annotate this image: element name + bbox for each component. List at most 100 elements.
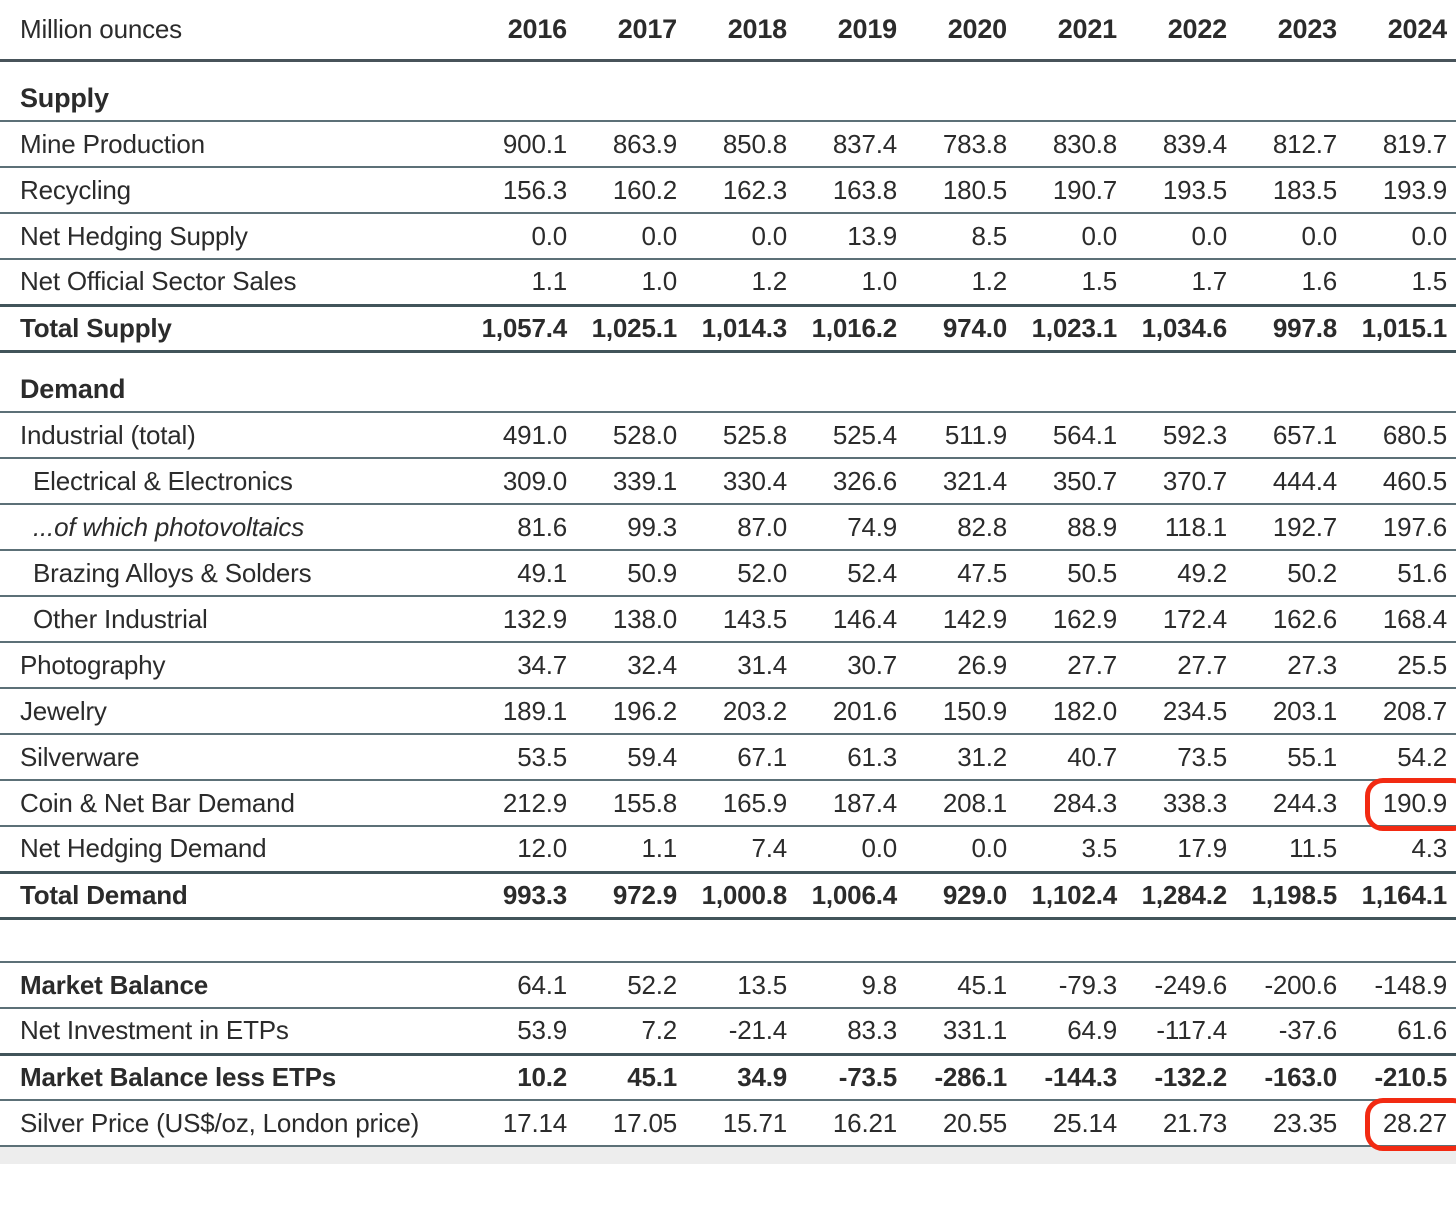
year-value-cell: 1.0 (576, 259, 686, 307)
year-value-cell: 189.1 (466, 688, 576, 735)
cell-value: 160.2 (612, 174, 677, 205)
cell-value: 27.7 (1067, 649, 1117, 680)
year-value-cell: -249.6 (1126, 962, 1236, 1009)
year-value-cell: 819.7 (1346, 121, 1456, 168)
cell-value: 156.3 (502, 174, 567, 205)
year-value-cell: 99.3 (576, 504, 686, 551)
year-value-cell: 900.1 (466, 121, 576, 168)
cell-value: 1,014.3 (701, 312, 788, 343)
year-value-cell: 0.0 (796, 826, 906, 874)
year-value-cell: 1,000.8 (686, 872, 796, 920)
cell-value: 0.0 (1411, 220, 1447, 251)
cell-value: 331.1 (942, 1015, 1007, 1046)
year-value-cell: 118.1 (1126, 504, 1236, 551)
cell-value: 52.0 (737, 557, 787, 588)
year-value-cell: 680.5 (1346, 412, 1456, 459)
cell-value: -21.4 (728, 1015, 787, 1046)
cell-value: 180.5 (942, 174, 1007, 205)
year-value-cell: 16.21 (796, 1100, 906, 1147)
cell-value: 3.5 (1081, 833, 1117, 864)
cell-value: 1,015.1 (1361, 312, 1448, 343)
year-header: 2016 (466, 0, 576, 62)
cell-value: -163.0 (1264, 1061, 1337, 1092)
year-value-cell: 196.2 (576, 688, 686, 735)
cell-value: -37.6 (1278, 1015, 1337, 1046)
year-value-cell: 74.9 (796, 504, 906, 551)
year-value-cell: 15.71 (686, 1100, 796, 1147)
year-value-cell: 525.4 (796, 412, 906, 459)
year-value-cell: 30.7 (796, 642, 906, 689)
year-value-cell: 34.7 (466, 642, 576, 689)
row-label: Photography (0, 642, 466, 689)
year-value-cell: 40.7 (1016, 734, 1126, 781)
cell-value: 1.1 (641, 833, 677, 864)
cell-value: 49.1 (517, 557, 567, 588)
year-value-cell: 212.9 (466, 780, 576, 827)
cell-value: 47.5 (957, 557, 1007, 588)
cell-value: 203.1 (1272, 695, 1337, 726)
year-value-cell: 1,015.1 (1346, 305, 1456, 353)
cell-value: 997.8 (1272, 312, 1337, 343)
cell-value: 50.5 (1067, 557, 1117, 588)
year-value-cell: 47.5 (906, 550, 1016, 597)
cell-value: 87.0 (737, 511, 787, 542)
cell-value: 27.3 (1287, 649, 1337, 680)
year-value-cell: 1,023.1 (1016, 305, 1126, 353)
cell-value: 13.5 (737, 969, 787, 1000)
cell-value: 900.1 (502, 128, 567, 159)
year-value-cell: 26.9 (906, 642, 1016, 689)
table-row: Other Industrial 132.9 138.0 143.5 146.4 142.… (0, 596, 1456, 643)
year-value-cell: 244.3 (1236, 780, 1346, 827)
row-label: Total Demand (0, 872, 466, 920)
year-value-cell: 8.5 (906, 213, 1016, 260)
year-value-cell: 972.9 (576, 872, 686, 920)
cell-value: 511.9 (944, 419, 1007, 450)
year-value-cell: -21.4 (686, 1008, 796, 1056)
cell-value: 0.0 (1191, 220, 1227, 251)
year-value-cell: 163.8 (796, 167, 906, 214)
year-value-cell: 3.5 (1016, 826, 1126, 874)
cell-value: 25.5 (1397, 649, 1447, 680)
cell-value: 1,164.1 (1361, 879, 1448, 910)
year-value-cell: 49.1 (466, 550, 576, 597)
cell-value: 193.5 (1162, 174, 1227, 205)
year-value-cell: 143.5 (686, 596, 796, 643)
year-value-cell: -148.9 (1346, 962, 1456, 1009)
cell-value: 0.0 (531, 220, 567, 251)
cell-value: 326.6 (832, 465, 897, 496)
cell-value: 67.1 (737, 741, 787, 772)
cell-value: 491.0 (502, 419, 567, 450)
cell-value: 162.9 (1052, 603, 1117, 634)
year-value-cell: 525.8 (686, 412, 796, 459)
cell-value: 10.2 (517, 1061, 567, 1092)
year-header: 2017 (576, 0, 686, 62)
year-value-cell: 59.4 (576, 734, 686, 781)
year-value-cell: 50.5 (1016, 550, 1126, 597)
cell-value: 1.6 (1301, 266, 1337, 297)
year-value-cell: 146.4 (796, 596, 906, 643)
table-row: Net Investment in ETPs 53.9 7.2 -21.4 83.3 33… (0, 1008, 1456, 1056)
cell-value: 74.9 (847, 511, 897, 542)
cell-value: 142.9 (942, 603, 1007, 634)
cell-value: -117.4 (1156, 1015, 1227, 1046)
year-value-cell: -73.5 (796, 1054, 906, 1101)
year-value-cell: 172.4 (1126, 596, 1236, 643)
year-value-cell: 11.5 (1236, 826, 1346, 874)
year-value-cell: 17.05 (576, 1100, 686, 1147)
year-value-cell: 73.5 (1126, 734, 1236, 781)
year-value-cell: 208.7 (1346, 688, 1456, 735)
year-value-cell: 55.1 (1236, 734, 1346, 781)
year-value-cell: -37.6 (1236, 1008, 1346, 1056)
year-value-cell: 61.6 (1346, 1008, 1456, 1056)
year-value-cell: 839.4 (1126, 121, 1236, 168)
cell-value: 309.0 (502, 465, 567, 496)
cell-value: 1.0 (861, 266, 897, 297)
cell-value: -286.1 (934, 1061, 1007, 1092)
year-value-cell: 1.1 (576, 826, 686, 874)
year-value-cell: 1,034.6 (1126, 305, 1236, 353)
cell-value: 339.1 (612, 465, 677, 496)
year-value-cell: -79.3 (1016, 962, 1126, 1009)
year-value-cell: 1.5 (1346, 259, 1456, 307)
year-value-cell: 4.3 (1346, 826, 1456, 874)
cell-value: 1,006.4 (811, 879, 898, 910)
